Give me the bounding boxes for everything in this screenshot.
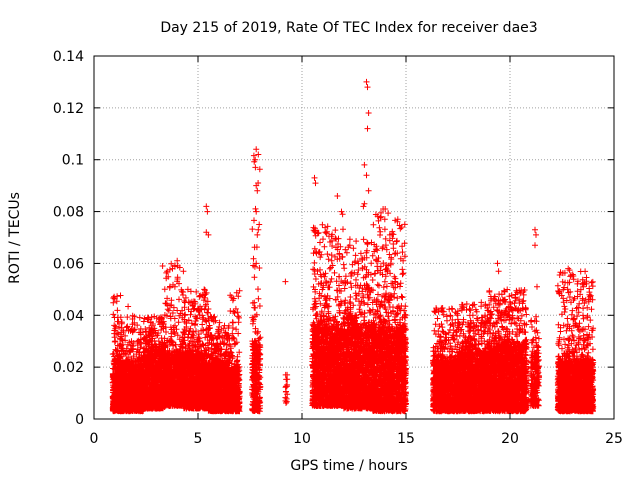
y-tick-label: 0.1 <box>62 153 84 169</box>
x-axis-label: GPS time / hours <box>290 458 407 474</box>
x-tick-label: 20 <box>501 431 519 447</box>
x-tick-label: 25 <box>605 431 623 447</box>
y-tick-label: 0.06 <box>53 256 84 272</box>
x-tick-label: 10 <box>293 431 311 447</box>
y-tick-label: 0.08 <box>53 205 84 221</box>
axis-ticks: 0 5 10 15 20 25 0 0.02 0.04 0.06 0.08 0.1 0.12 0.14 <box>53 49 623 447</box>
chart-title: Day 215 of 2019, Rate Of TEC Index for r… <box>160 20 537 36</box>
x-tick-label: 5 <box>194 431 203 447</box>
y-tick-label: 0 <box>75 412 84 428</box>
y-tick-label: 0.04 <box>53 308 84 324</box>
y-tick-label: 0.12 <box>53 101 84 117</box>
plot-frame <box>93 55 615 420</box>
scatter-markers <box>109 78 597 415</box>
x-tick-label: 0 <box>90 431 99 447</box>
y-tick-label: 0.14 <box>53 49 84 65</box>
y-axis-label: ROTI / TECUs <box>7 192 23 284</box>
y-tick-label: 0.02 <box>53 360 84 376</box>
data-points <box>109 78 597 415</box>
grid-lines <box>94 56 614 419</box>
x-tick-label: 15 <box>397 431 415 447</box>
